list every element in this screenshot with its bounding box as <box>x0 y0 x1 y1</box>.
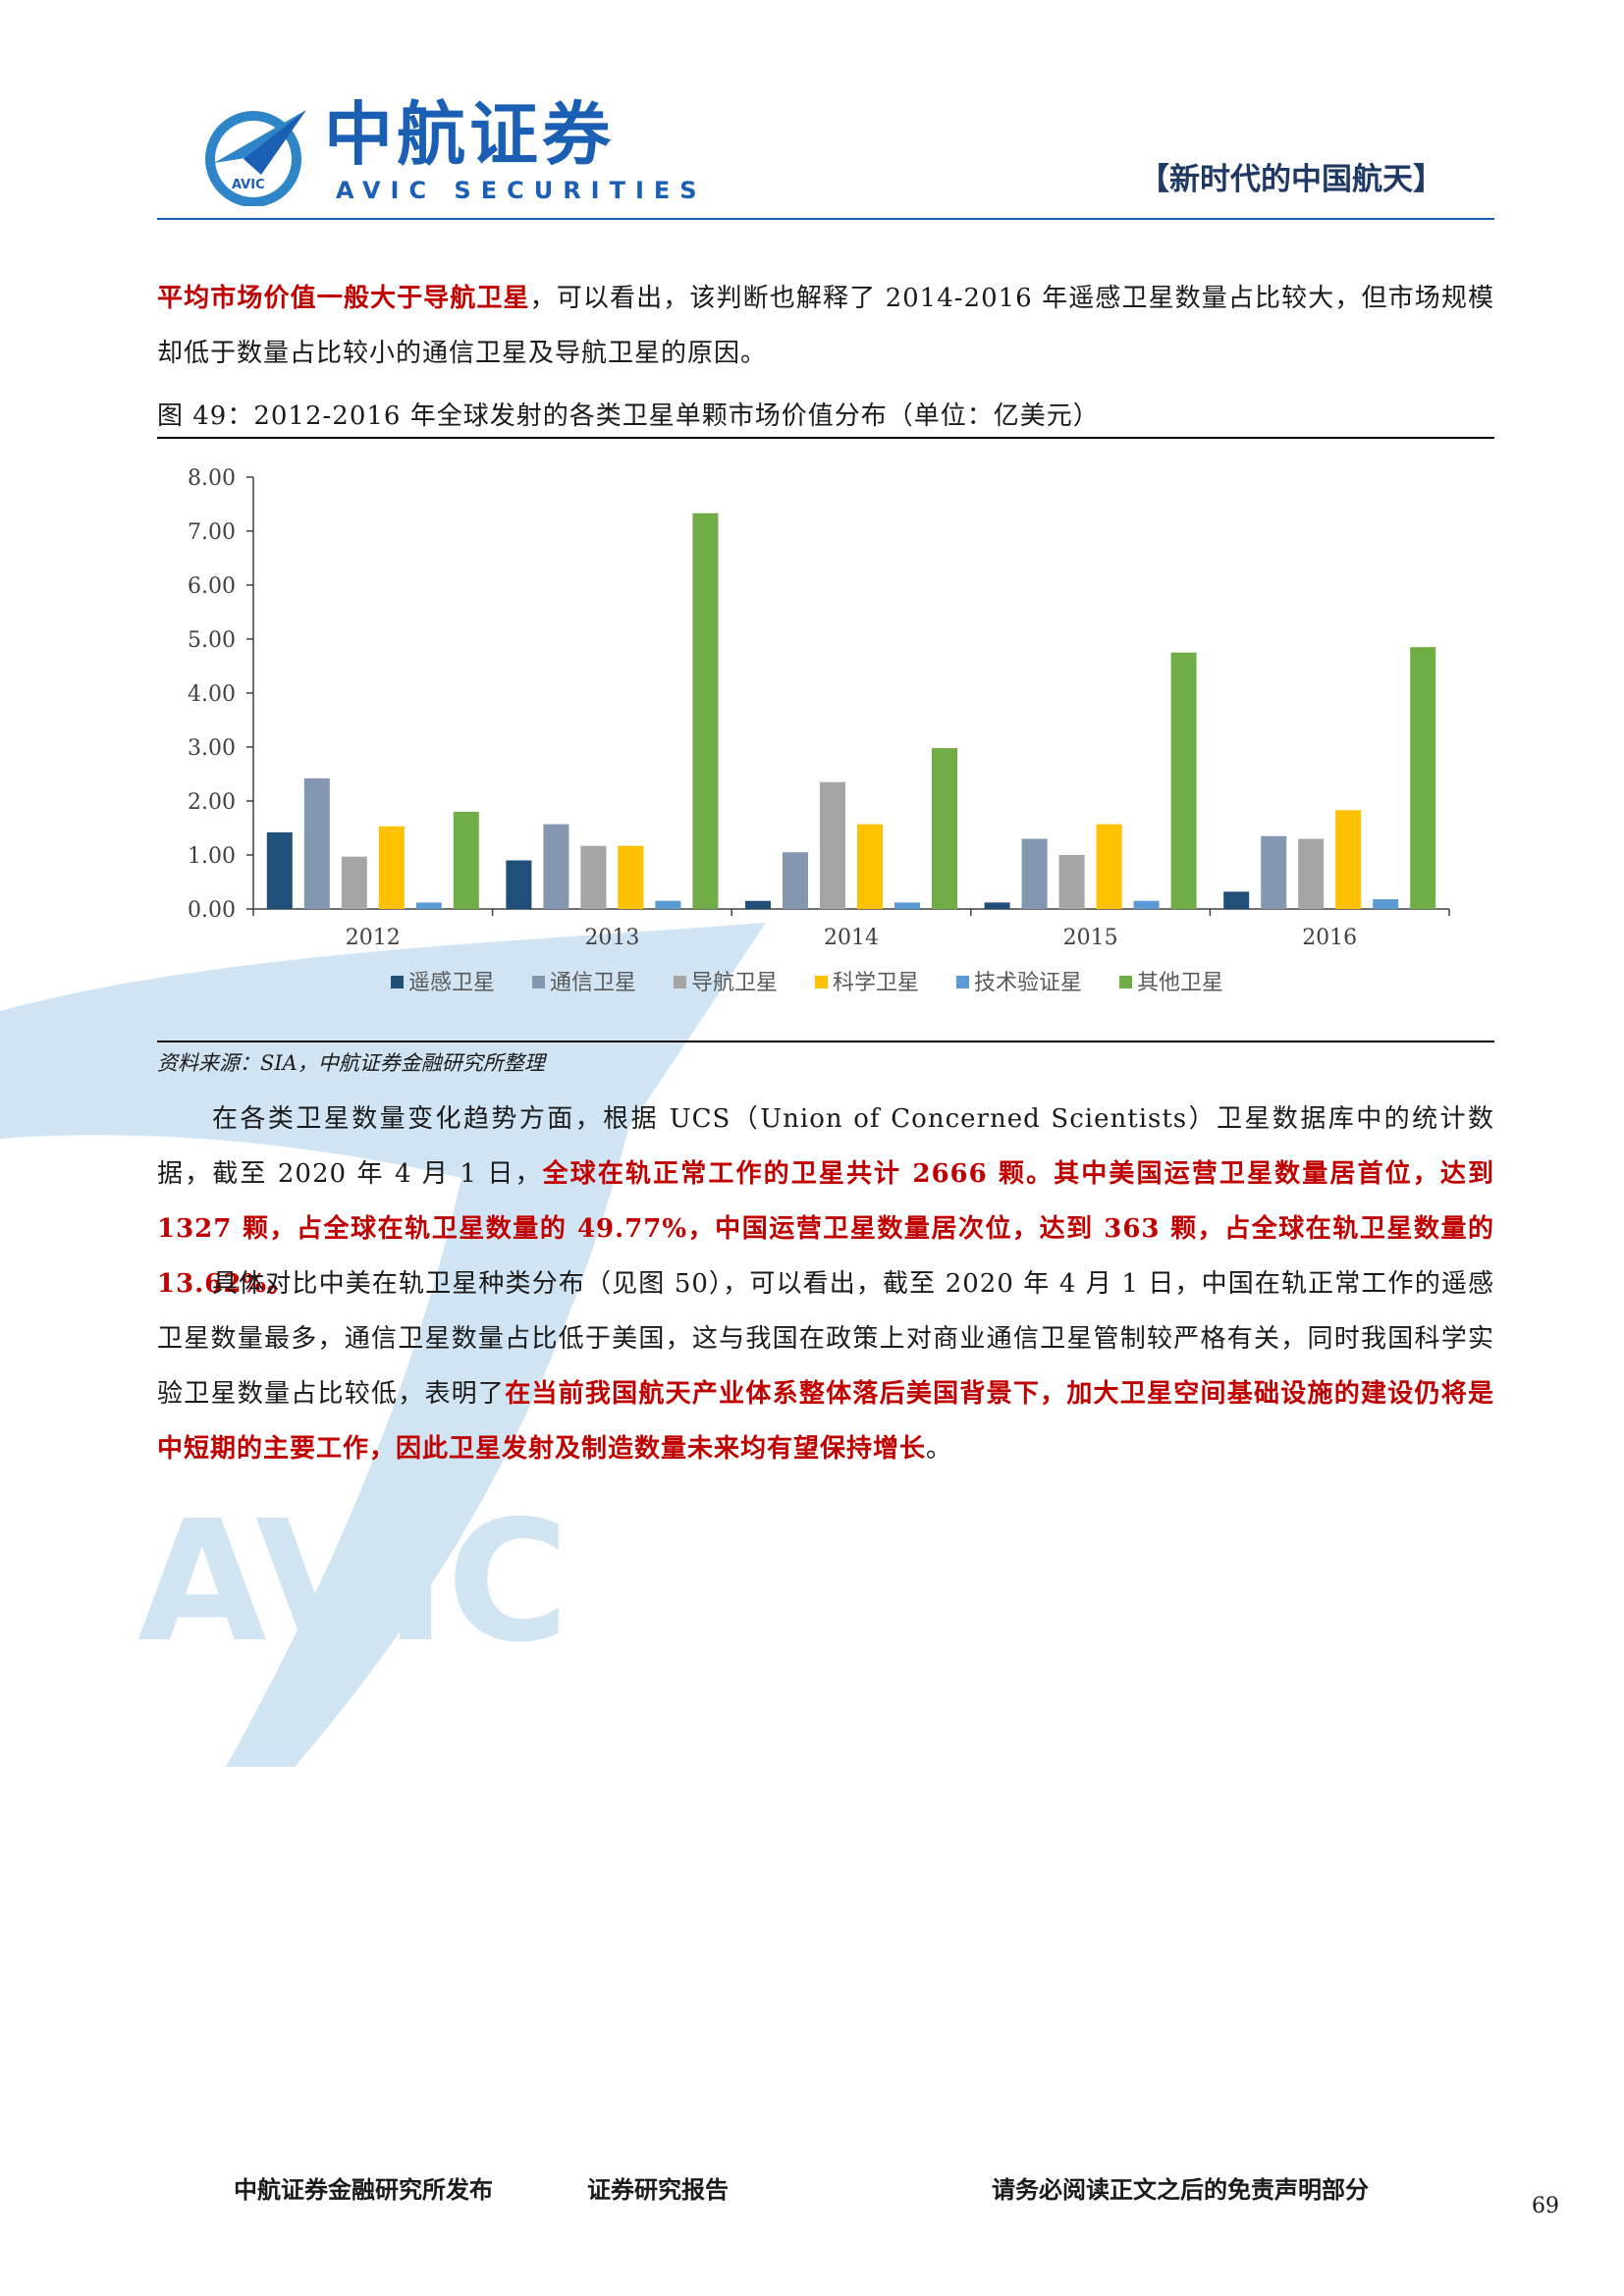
bar-2012-导航卫星 <box>341 856 367 909</box>
paragraph-1-highlight: 平均市场价值一般大于导航卫星 <box>157 284 530 313</box>
bar-2013-导航卫星 <box>580 845 607 909</box>
y-tick-label: 5.00 <box>188 628 236 653</box>
bar-chart: 0.00 1.00 2.00 3.00 4.00 5.00 6.00 7.00 8.00 201… <box>188 466 1450 995</box>
bar-2015-其他卫星 <box>1170 652 1197 909</box>
legend-label: 导航卫星 <box>691 971 778 995</box>
bar-2013-科学卫星 <box>618 845 644 909</box>
bar-2016-遥感卫星 <box>1223 891 1250 909</box>
legend-swatch <box>391 976 404 988</box>
y-tick-label: 8.00 <box>188 466 236 491</box>
legend-label: 其他卫星 <box>1137 971 1223 995</box>
y-tick-label: 2.00 <box>188 790 236 815</box>
paragraph-2-highlight: 全球在轨正常工作的卫星共计 2666 颗。其中美国运营卫星数量居首位，达到 13… <box>157 1159 1495 1299</box>
bar-2014-通信卫星 <box>783 852 808 909</box>
legend-swatch <box>1119 976 1132 988</box>
bar-2016-技术验证星 <box>1373 899 1399 909</box>
legend-swatch <box>815 976 828 988</box>
y-tick-label: 0.00 <box>188 898 236 923</box>
footer-publisher: 中航证券金融研究所发布 <box>234 2176 493 2204</box>
watermark-text: AVIC <box>137 1485 569 1680</box>
bar-2014-遥感卫星 <box>745 900 771 909</box>
legend-swatch <box>532 976 545 988</box>
header-divider <box>157 218 1494 220</box>
brand-name-en: AVIC SECURITIES <box>336 177 707 204</box>
bar-2012-技术验证星 <box>415 902 442 909</box>
bar-2013-技术验证星 <box>655 900 681 909</box>
bar-2014-科学卫星 <box>857 824 883 909</box>
figure-top-rule <box>157 437 1494 439</box>
bar-2014-技术验证星 <box>894 902 920 909</box>
avic-logo-icon: AVIC <box>205 110 306 206</box>
logo-text: AVIC <box>232 178 265 192</box>
watermark-swoosh <box>0 923 766 1767</box>
bar-2015-导航卫星 <box>1058 855 1085 909</box>
chart-legend: 遥感卫星 通信卫星 导航卫星 科学卫星 技术验证星 其他卫星 <box>391 971 1223 995</box>
bar-2015-通信卫星 <box>1021 838 1048 909</box>
bar-2015-科学卫星 <box>1096 824 1122 909</box>
page-number: 69 <box>1532 2194 1559 2218</box>
avic-watermark: AVIC <box>0 923 766 1767</box>
bar-2016-科学卫星 <box>1335 810 1362 909</box>
bar-series <box>266 512 1436 909</box>
brand-name-cn: 中航证券 <box>324 94 615 175</box>
bar-2012-遥感卫星 <box>266 831 293 909</box>
paragraph-2: 在各类卫星数量变化趋势方面，根据 UCS（Union of Concerned … <box>157 1092 1494 1311</box>
section-tag: 【新时代的中国航天】 <box>1139 162 1443 197</box>
legend-swatch <box>956 976 969 988</box>
bar-2014-其他卫星 <box>932 748 957 909</box>
y-tick-label: 1.00 <box>188 844 236 869</box>
bar-2016-通信卫星 <box>1261 835 1287 909</box>
paragraph-3-end: 。 <box>926 1434 953 1464</box>
bar-2013-遥感卫星 <box>506 860 532 909</box>
paragraph-2-text: 在各类卫星数量变化趋势方面，根据 UCS（Union of Concerned … <box>157 1104 1494 1189</box>
legend-swatch <box>674 976 686 988</box>
paragraph-1-text: ，可以看出，该判断也解释了 2014-2016 年遥感卫星数量占比较大，但市场规… <box>157 284 1494 368</box>
x-tick-label: 2013 <box>584 926 639 950</box>
x-tick-label: 2015 <box>1063 926 1118 950</box>
legend-label: 通信卫星 <box>550 971 636 995</box>
figure-caption: 图 49：2012-2016 年全球发射的各类卫星单颗市场价值分布（单位：亿美元… <box>157 401 1100 431</box>
y-tick-label: 6.00 <box>188 574 236 599</box>
bar-2016-其他卫星 <box>1410 647 1436 909</box>
figure-bottom-rule <box>157 1041 1494 1042</box>
footer-disclaimer: 请务必阅读正文之后的免责声明部分 <box>992 2176 1369 2204</box>
y-tick-label: 3.00 <box>188 736 236 761</box>
y-tick-label: 7.00 <box>188 520 236 545</box>
paragraph-3-text: 具体对比中美在轨卫星种类分布（见图 50），可以看出，截至 2020 年 4 月… <box>157 1269 1494 1409</box>
bar-2012-科学卫星 <box>378 826 405 909</box>
paragraph-3: 具体对比中美在轨卫星种类分布（见图 50），可以看出，截至 2020 年 4 月… <box>157 1256 1494 1476</box>
bar-2012-通信卫星 <box>303 777 330 909</box>
y-axis: 0.00 1.00 2.00 3.00 4.00 5.00 6.00 7.00 8.00 <box>188 466 254 923</box>
bar-2013-通信卫星 <box>543 824 569 909</box>
paragraph-3-highlight: 在当前我国航天产业体系整体落后美国背景下，加大卫星空间基础设施的建设仍将是中短期… <box>157 1379 1494 1464</box>
paragraph-1: 平均市场价值一般大于导航卫星，可以看出，该判断也解释了 2014-2016 年遥… <box>157 271 1494 381</box>
bar-2015-遥感卫星 <box>984 902 1010 909</box>
bar-2014-导航卫星 <box>820 781 845 909</box>
legend-label: 科学卫星 <box>833 971 919 995</box>
bar-2016-导航卫星 <box>1298 838 1325 909</box>
x-tick-label: 2016 <box>1302 926 1357 950</box>
bar-2015-技术验证星 <box>1133 900 1160 909</box>
legend-label: 技术验证星 <box>974 971 1082 995</box>
footer-report-type: 证券研究报告 <box>587 2176 729 2204</box>
x-axis: 2012 2013 2014 2015 2016 <box>252 908 1450 950</box>
y-tick-label: 4.00 <box>188 682 236 707</box>
x-tick-label: 2012 <box>346 926 401 950</box>
figure-source: 资料来源：SIA，中航证券金融研究所整理 <box>157 1051 545 1075</box>
x-tick-label: 2014 <box>824 926 879 950</box>
bar-2012-其他卫星 <box>453 812 479 909</box>
bar-2013-其他卫星 <box>692 512 719 909</box>
legend-label: 遥感卫星 <box>408 971 495 995</box>
